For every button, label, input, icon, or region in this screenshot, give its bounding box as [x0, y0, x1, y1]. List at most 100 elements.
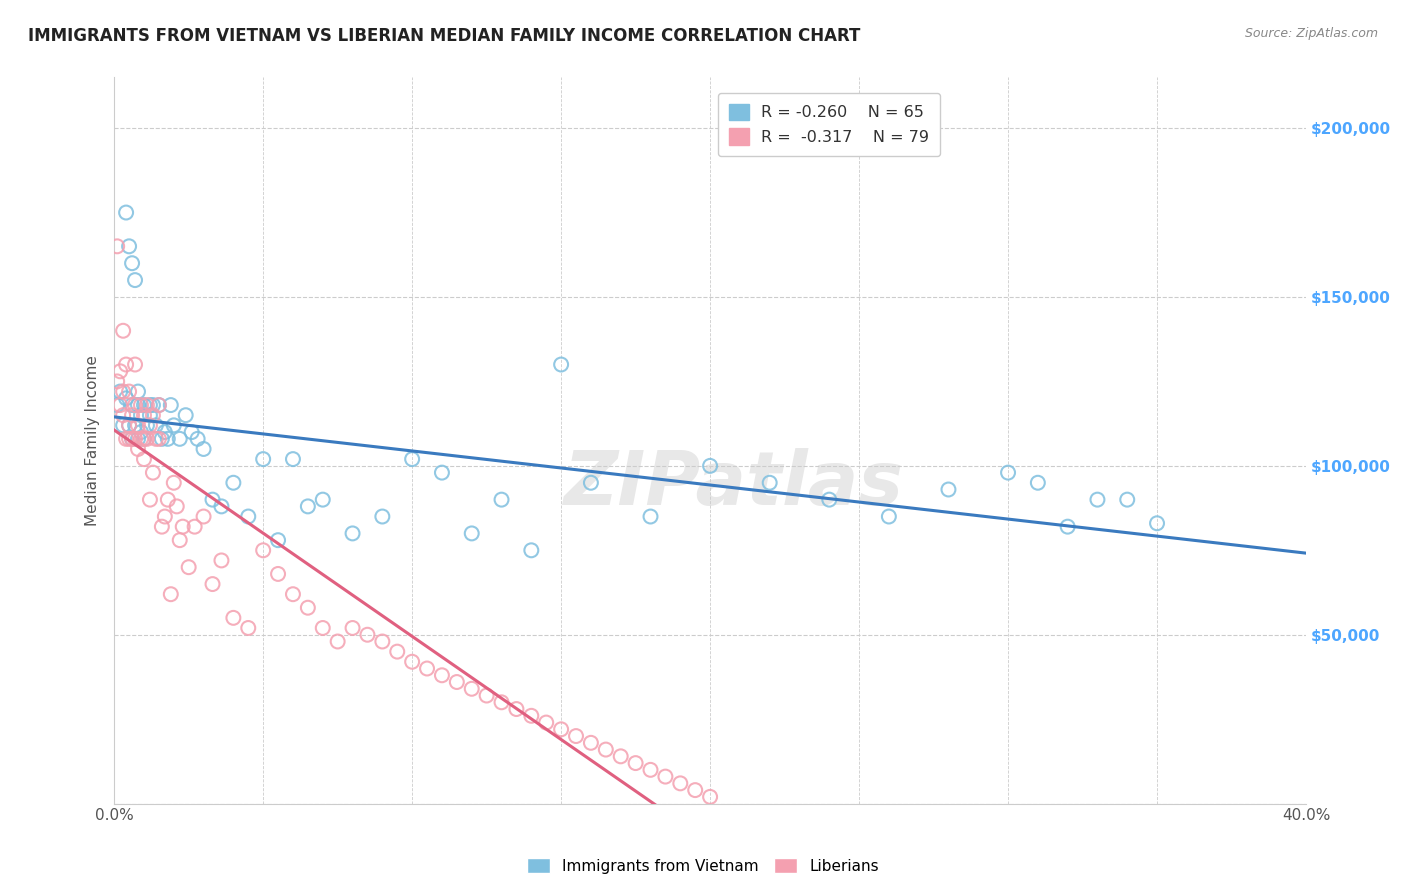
Point — [124, 418, 146, 433]
Point — [139, 408, 162, 422]
Point — [505, 702, 527, 716]
Point — [1026, 475, 1049, 490]
Point — [491, 695, 513, 709]
Point — [565, 729, 588, 743]
Point — [132, 408, 155, 422]
Point — [183, 519, 205, 533]
Point — [156, 432, 179, 446]
Text: IMMIGRANTS FROM VIETNAM VS LIBERIAN MEDIAN FAMILY INCOME CORRELATION CHART: IMMIGRANTS FROM VIETNAM VS LIBERIAN MEDI… — [28, 27, 860, 45]
Point — [118, 418, 141, 433]
Point — [132, 432, 155, 446]
Point — [461, 526, 484, 541]
Point — [118, 384, 141, 399]
Point — [1116, 492, 1139, 507]
Point — [108, 384, 131, 399]
Point — [446, 675, 468, 690]
Point — [105, 375, 128, 389]
Point — [312, 621, 335, 635]
Point — [124, 273, 146, 287]
Point — [142, 466, 165, 480]
Point — [142, 398, 165, 412]
Point — [579, 475, 602, 490]
Point — [267, 533, 290, 548]
Point — [222, 611, 245, 625]
Point — [534, 715, 557, 730]
Point — [461, 681, 484, 696]
Point — [193, 442, 215, 456]
Point — [252, 543, 274, 558]
Point — [121, 408, 143, 422]
Point — [115, 392, 138, 406]
Point — [520, 708, 543, 723]
Point — [180, 425, 202, 439]
Legend: Immigrants from Vietnam, Liberians: Immigrants from Vietnam, Liberians — [522, 852, 884, 880]
Point — [387, 645, 409, 659]
Point — [699, 789, 721, 804]
Point — [108, 398, 131, 412]
Point — [281, 452, 304, 467]
Point — [121, 256, 143, 270]
Point — [129, 425, 152, 439]
Point — [139, 418, 162, 433]
Point — [699, 458, 721, 473]
Point — [550, 358, 572, 372]
Point — [118, 432, 141, 446]
Point — [153, 509, 176, 524]
Point — [115, 432, 138, 446]
Point — [238, 621, 260, 635]
Point — [132, 452, 155, 467]
Point — [132, 398, 155, 412]
Point — [609, 749, 631, 764]
Point — [201, 492, 224, 507]
Point — [121, 432, 143, 446]
Point — [136, 418, 159, 433]
Point — [297, 500, 319, 514]
Point — [169, 432, 191, 446]
Point — [163, 418, 186, 433]
Point — [342, 621, 364, 635]
Point — [430, 466, 453, 480]
Point — [148, 432, 170, 446]
Point — [169, 533, 191, 548]
Point — [121, 432, 143, 446]
Point — [145, 418, 167, 433]
Text: Source: ZipAtlas.com: Source: ZipAtlas.com — [1244, 27, 1378, 40]
Point — [115, 205, 138, 219]
Point — [145, 432, 167, 446]
Point — [142, 408, 165, 422]
Point — [238, 509, 260, 524]
Point — [163, 475, 186, 490]
Point — [108, 364, 131, 378]
Point — [172, 519, 194, 533]
Point — [669, 776, 692, 790]
Point — [1146, 516, 1168, 531]
Point — [211, 500, 233, 514]
Point — [129, 432, 152, 446]
Point — [281, 587, 304, 601]
Point — [550, 723, 572, 737]
Point — [177, 560, 200, 574]
Point — [818, 492, 841, 507]
Point — [105, 239, 128, 253]
Point — [112, 408, 135, 422]
Point — [127, 432, 149, 446]
Point — [150, 519, 173, 533]
Point — [112, 418, 135, 433]
Point — [491, 492, 513, 507]
Point — [401, 655, 423, 669]
Point — [118, 239, 141, 253]
Point — [105, 398, 128, 412]
Point — [124, 398, 146, 412]
Point — [148, 398, 170, 412]
Point — [356, 628, 378, 642]
Point — [683, 783, 706, 797]
Point — [640, 763, 662, 777]
Point — [124, 432, 146, 446]
Point — [136, 432, 159, 446]
Point — [127, 442, 149, 456]
Point — [166, 500, 188, 514]
Point — [121, 398, 143, 412]
Point — [129, 398, 152, 412]
Point — [624, 756, 647, 770]
Point — [997, 466, 1019, 480]
